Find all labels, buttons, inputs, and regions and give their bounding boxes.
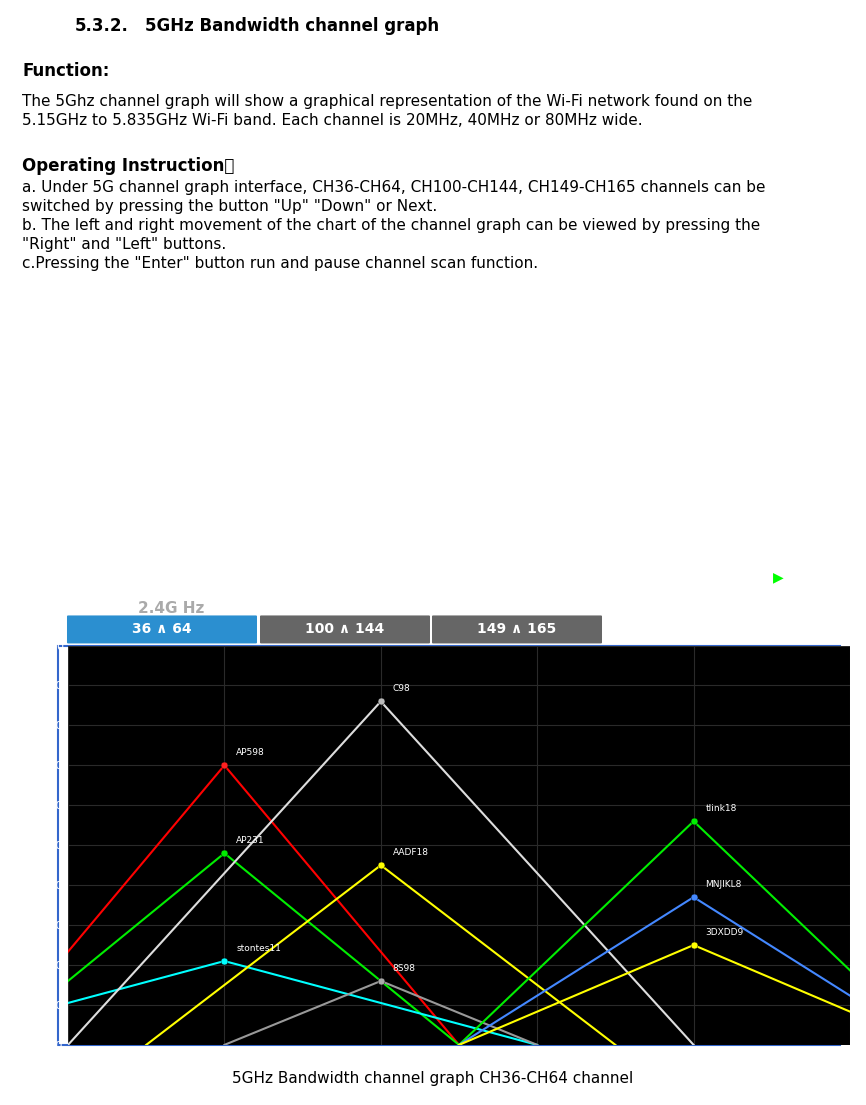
Text: AP598: AP598 <box>236 748 265 757</box>
Text: tlink18: tlink18 <box>705 804 737 813</box>
Text: 5GHz Bandwidth channel graph: 5GHz Bandwidth channel graph <box>145 17 439 35</box>
Text: 5GHz Bandwidth channel graph CH36-CH64 channel: 5GHz Bandwidth channel graph CH36-CH64 c… <box>232 1071 634 1086</box>
Text: c.Pressing the "Enter" button run and pause channel scan function.: c.Pressing the "Enter" button run and pa… <box>22 256 538 271</box>
Text: Channel graph: Channel graph <box>31 570 156 585</box>
Text: 5G Hz: 5G Hz <box>68 601 118 615</box>
Text: 2.4G Hz: 2.4G Hz <box>138 601 204 615</box>
Text: AADF18: AADF18 <box>392 849 429 857</box>
Text: Function:: Function: <box>22 62 109 80</box>
Text: Operating Instruction：: Operating Instruction： <box>22 157 235 175</box>
Text: 8S98: 8S98 <box>392 964 416 974</box>
Text: 100 ∧ 144: 100 ∧ 144 <box>306 622 385 636</box>
Text: stontes11: stontes11 <box>236 944 281 953</box>
Text: b. The left and right movement of the chart of the channel graph can be viewed b: b. The left and right movement of the ch… <box>22 218 760 233</box>
FancyBboxPatch shape <box>260 615 430 643</box>
FancyBboxPatch shape <box>67 615 257 643</box>
Text: 5.15GHz to 5.835GHz Wi-Fi band. Each channel is 20MHz, 40MHz or 80MHz wide.: 5.15GHz to 5.835GHz Wi-Fi band. Each cha… <box>22 113 643 128</box>
X-axis label: Wifi Channels: Wifi Channels <box>417 1065 501 1078</box>
Y-axis label: Signal Stength [dBm]: Signal Stength [dBm] <box>18 786 29 905</box>
Text: 149 ∧ 165: 149 ∧ 165 <box>477 622 557 636</box>
Text: "Right" and "Left" buttons.: "Right" and "Left" buttons. <box>22 238 226 252</box>
Text: AP231: AP231 <box>236 836 265 845</box>
Text: switched by pressing the button "Up" "Down" or Next.: switched by pressing the button "Up" "Do… <box>22 199 437 214</box>
Bar <box>793 568 831 582</box>
Bar <box>831 571 835 579</box>
Text: The 5Ghz channel graph will show a graphical representation of the Wi-Fi network: The 5Ghz channel graph will show a graph… <box>22 94 753 109</box>
Text: a. Under 5G channel graph interface, CH36-CH64, CH100-CH144, CH149-CH165 channel: a. Under 5G channel graph interface, CH3… <box>22 180 766 196</box>
Text: C98: C98 <box>392 684 410 694</box>
Text: MNJIKL8: MNJIKL8 <box>705 881 741 890</box>
Text: 3DXDD9: 3DXDD9 <box>705 928 744 937</box>
Text: 36 ∧ 64: 36 ∧ 64 <box>132 622 191 636</box>
Bar <box>58 645 840 1045</box>
FancyBboxPatch shape <box>432 615 602 643</box>
Text: ▶: ▶ <box>773 570 784 583</box>
Bar <box>795 570 829 580</box>
Text: 5.3.2.: 5.3.2. <box>75 17 129 35</box>
